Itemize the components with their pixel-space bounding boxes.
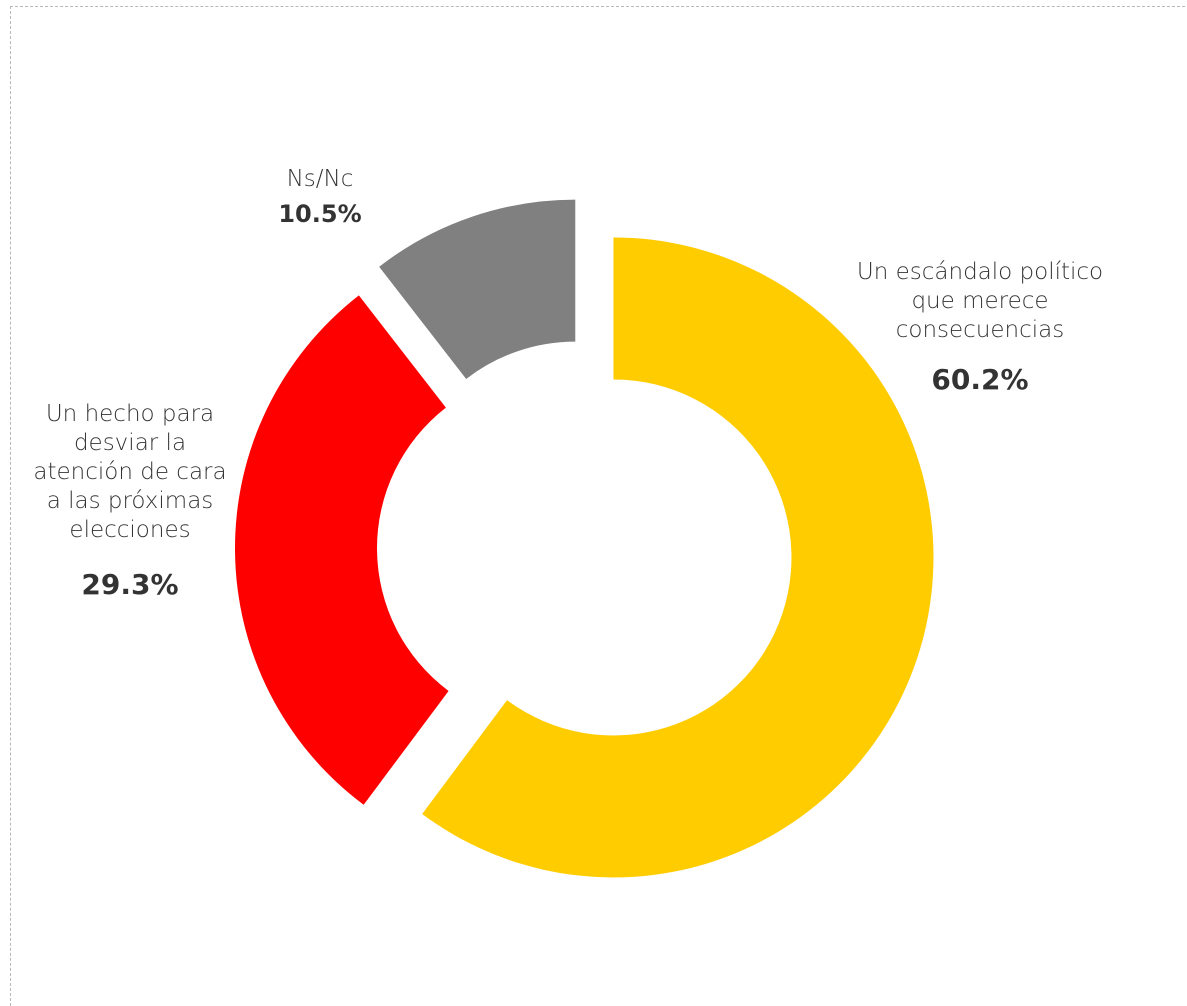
slice-label-hecho-line-3: atención de cara: [5, 458, 255, 487]
donut-slices: [235, 200, 933, 878]
slice-nsnc: [379, 200, 575, 379]
slice-label-escandalo-line-3: consecuencias: [830, 316, 1130, 345]
slice-label-escandalo-line-2: que merece: [830, 287, 1130, 316]
slice-value-nsnc: 10.5%: [250, 198, 390, 230]
slice-value-escandalo: 60.2%: [830, 364, 1130, 396]
slice-label-nsnc: Ns/Nc: [250, 165, 390, 194]
slice-label-hecho-line-5: elecciones: [5, 516, 255, 545]
slice-label-escandalo-line-1: Un escándalo político: [830, 258, 1130, 287]
slice-label-hecho-line-2: desviar la: [5, 429, 255, 458]
slice-label-hecho: Un hecho para desviar la atención de car…: [5, 400, 255, 545]
slice-label-hecho-line-4: a las próximas: [5, 487, 255, 516]
slice-value-hecho: 29.3%: [5, 569, 255, 601]
slice-label-nsnc-line-1: Ns/Nc: [250, 165, 390, 194]
slice-label-escandalo: Un escándalo político que merece consecu…: [830, 258, 1130, 345]
slice-label-hecho-line-1: Un hecho para: [5, 400, 255, 429]
slice-hecho: [235, 295, 449, 804]
